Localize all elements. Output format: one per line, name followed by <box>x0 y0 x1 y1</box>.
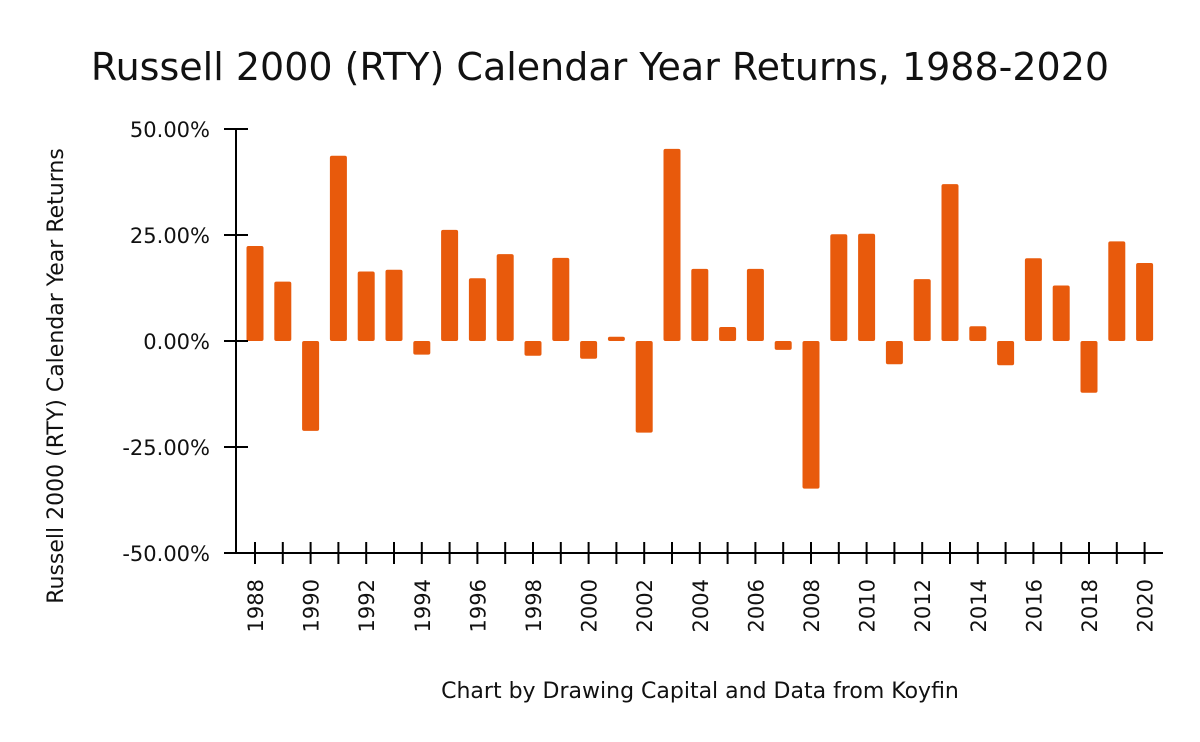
x-tick-label: 1992 <box>355 579 379 632</box>
x-tick-label: 1990 <box>300 579 324 632</box>
bar-2002 <box>635 341 653 433</box>
chart-credit: Chart by Drawing Capital and Data from K… <box>441 679 959 704</box>
x-tick-label: 2008 <box>800 579 824 632</box>
bar-2014 <box>969 326 987 341</box>
y-tick-label: 50.00% <box>130 118 210 142</box>
x-tick-label: 1994 <box>411 579 435 632</box>
bar-1991 <box>329 155 347 341</box>
bar-2004 <box>691 268 709 341</box>
y-axis-label: Russell 2000 (RTY) Calendar Year Returns <box>44 148 69 604</box>
bar-2001 <box>607 336 625 341</box>
bar-2003 <box>663 148 681 341</box>
x-tick-label: 1998 <box>522 579 546 632</box>
x-tick-label: 2006 <box>744 579 768 632</box>
x-tick-label: 2020 <box>1134 579 1158 632</box>
bar-2012 <box>913 279 931 341</box>
x-tick-label: 2014 <box>967 579 991 632</box>
y-tick-label: -50.00% <box>122 542 210 566</box>
x-tick-label: 2004 <box>689 579 713 632</box>
x-tick-label: 1996 <box>466 579 490 632</box>
bar-1995 <box>441 229 459 341</box>
bars-group <box>246 148 1154 489</box>
x-tick-label: 2016 <box>1022 579 1046 632</box>
y-ticks-group: 50.00% 25.00% 0.00% -25.00% -50.00% <box>122 118 248 566</box>
y-tick-label: 25.00% <box>130 224 210 248</box>
bar-2018 <box>1080 341 1098 393</box>
bar-1992 <box>357 271 375 341</box>
bar-2009 <box>830 234 848 341</box>
x-tick-label: 2002 <box>633 579 657 632</box>
x-tick-label: 1988 <box>244 579 268 632</box>
bar-2011 <box>885 341 903 365</box>
bar-1990 <box>302 341 320 431</box>
x-ticks-group: 1988 1990 1992 1994 1996 1998 2000 2002 2004 2006… <box>244 542 1158 632</box>
bar-2020 <box>1136 263 1154 341</box>
bar-2016 <box>1024 258 1042 341</box>
bar-2000 <box>580 341 598 359</box>
bar-1997 <box>496 254 514 341</box>
bar-1988 <box>246 246 264 341</box>
bar-1998 <box>524 341 542 356</box>
x-tick-label: 2018 <box>1078 579 1102 632</box>
bar-1993 <box>385 269 403 341</box>
bar-2017 <box>1052 285 1070 341</box>
bar-2015 <box>997 341 1015 366</box>
bar-2013 <box>941 184 959 341</box>
y-tick-label: 0.00% <box>143 330 210 354</box>
bar-2010 <box>858 233 876 341</box>
bar-1999 <box>552 257 570 341</box>
bar-2008 <box>802 341 820 489</box>
bar-2005 <box>719 327 737 341</box>
bar-1989 <box>274 281 292 341</box>
bar-1994 <box>413 341 431 355</box>
bar-2006 <box>746 268 764 341</box>
x-tick-label: 2010 <box>856 579 880 632</box>
x-tick-label: 2012 <box>911 579 935 632</box>
bar-2019 <box>1108 241 1126 341</box>
chart-title: Russell 2000 (RTY) Calendar Year Returns… <box>91 45 1109 89</box>
bar-2007 <box>774 341 792 350</box>
x-tick-label: 2000 <box>578 579 602 632</box>
y-tick-label: -25.00% <box>122 436 210 460</box>
bar-1996 <box>468 278 486 341</box>
